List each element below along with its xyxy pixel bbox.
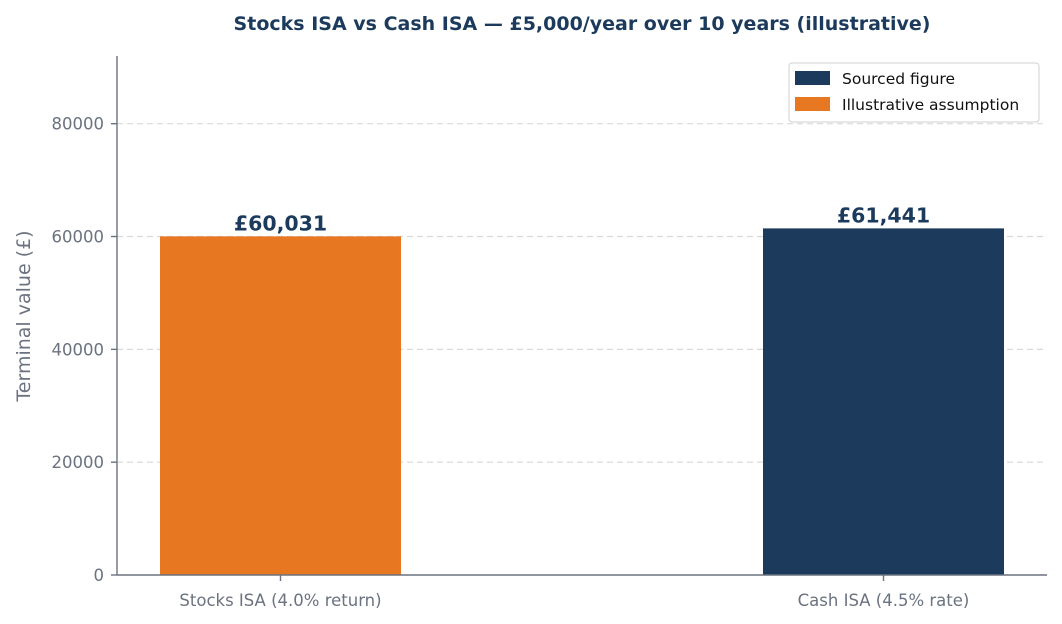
y-tick-label: 40000 <box>52 340 105 359</box>
x-tick-label: Stocks ISA (4.0% return) <box>179 591 381 610</box>
x-ticks: Stocks ISA (4.0% return) Cash ISA (4.5% r… <box>179 575 969 610</box>
y-tick-label: 20000 <box>52 453 105 472</box>
legend: Sourced figure Illustrative assumption <box>788 62 1040 123</box>
legend-items: Sourced figure Illustrative assumption <box>795 70 1019 114</box>
chart-title: Stocks ISA vs Cash ISA — £5,000/year ove… <box>234 13 931 35</box>
y-tick-label: 60000 <box>52 228 105 247</box>
legend-label: Sourced figure <box>842 70 955 88</box>
bars <box>160 228 1004 575</box>
y-tick-label: 0 <box>94 566 105 585</box>
legend-frame <box>788 62 1040 123</box>
bar <box>763 228 1004 575</box>
y-axis-label: Terminal value (£) <box>13 230 35 402</box>
bar-value-label: £61,441 <box>837 203 930 227</box>
bar <box>160 236 401 575</box>
legend-swatch <box>795 71 830 85</box>
y-ticks: 0 20000 40000 60000 80000 <box>52 115 117 585</box>
legend-label: Illustrative assumption <box>842 96 1019 114</box>
x-tick-label: Cash ISA (4.5% rate) <box>798 591 970 610</box>
legend-swatch <box>795 97 830 111</box>
y-tick-label: 80000 <box>52 115 105 134</box>
data-labels: £60,031 £61,441 <box>234 203 930 235</box>
bar-value-label: £60,031 <box>234 211 327 235</box>
